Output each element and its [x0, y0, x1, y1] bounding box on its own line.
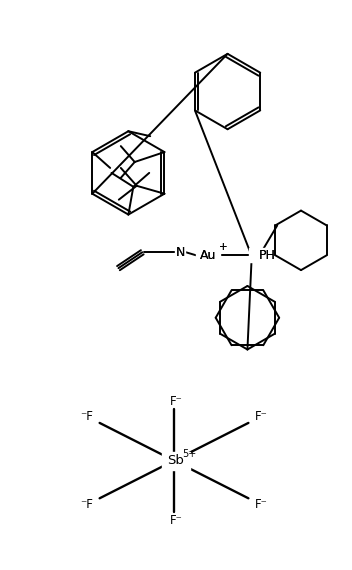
- Text: N: N: [175, 246, 185, 259]
- Bar: [162, 451, 190, 470]
- Text: 5+: 5+: [182, 449, 196, 459]
- Text: Sb: Sb: [168, 454, 184, 467]
- Text: Au: Au: [200, 249, 216, 262]
- Text: F⁻: F⁻: [255, 498, 268, 511]
- Text: PH: PH: [258, 249, 275, 262]
- Text: N: N: [175, 246, 185, 259]
- Bar: [196, 247, 220, 263]
- Text: ⁻F: ⁻F: [80, 498, 93, 511]
- Bar: [175, 245, 185, 259]
- Text: +: +: [219, 242, 228, 253]
- Text: F⁻: F⁻: [170, 394, 182, 408]
- Bar: [250, 249, 271, 262]
- Text: F⁻: F⁻: [170, 514, 182, 527]
- Text: +: +: [219, 242, 228, 253]
- Text: ⁻F: ⁻F: [80, 410, 93, 424]
- Text: F⁻: F⁻: [255, 410, 268, 424]
- Text: PH: PH: [258, 249, 275, 262]
- Text: Au: Au: [200, 249, 216, 262]
